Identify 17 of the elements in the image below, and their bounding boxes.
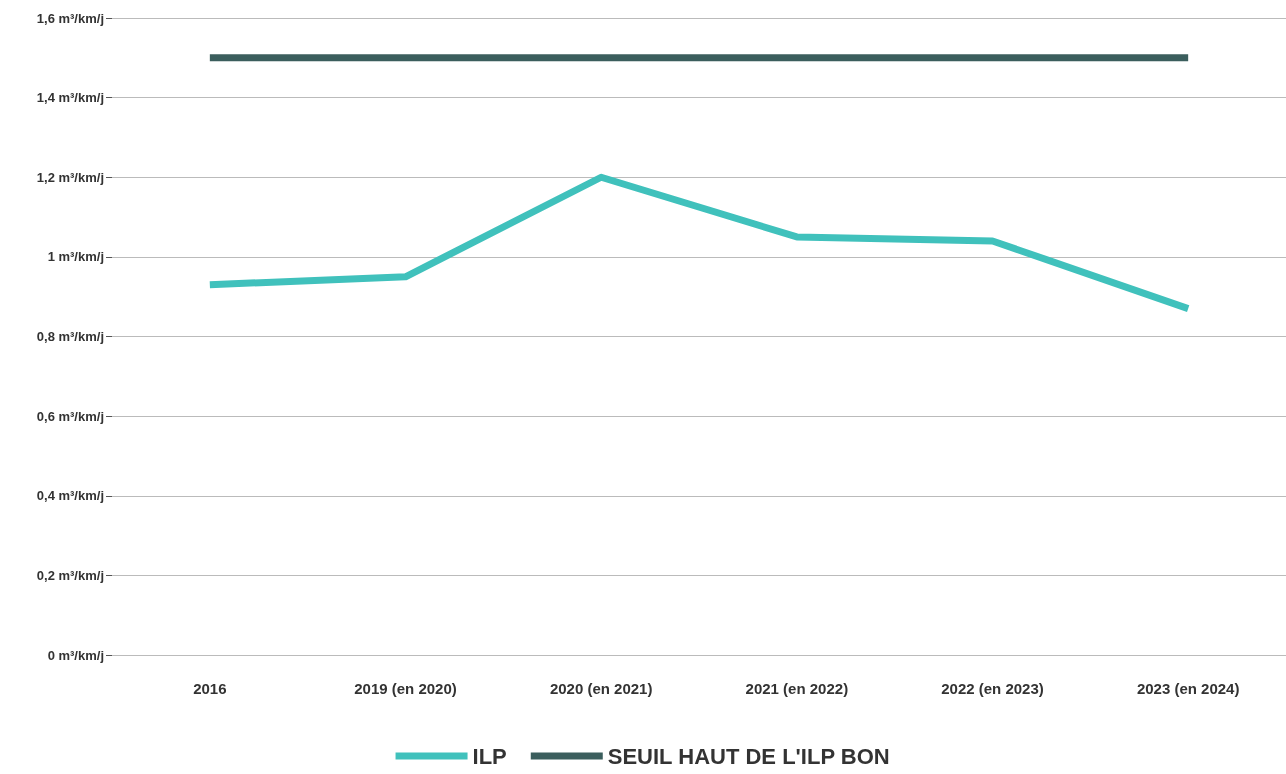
x-tick-label: 2016 (193, 680, 227, 697)
x-tick-label: 2021 (en 2022) (745, 680, 849, 697)
x-tick-label: 2020 (en 2021) (549, 680, 653, 697)
y-tick-label: 1 m³/km/j (47, 249, 104, 265)
x-tick-label: 2019 (en 2020) (354, 680, 457, 697)
y-tick-label: 0,4 m³/km/j (36, 488, 104, 504)
y-tick-label: 0,8 m³/km/j (36, 329, 104, 344)
x-tick-label: 2023 (en 2024) (1136, 680, 1240, 697)
y-tick-label: 1,4 m³/km/j (36, 90, 104, 106)
y-tick-label: 1,6 m³/km/j (36, 10, 104, 26)
legend-label: ILP (472, 743, 507, 769)
y-tick-label: 1,2 m³/km/j (36, 169, 104, 185)
legend-label: SEUIL HAUT DE L'ILP BON (607, 743, 890, 769)
y-tick-label: 0 m³/km/j (47, 647, 104, 663)
x-tick-label: 2022 (en 2023) (941, 680, 1044, 697)
y-tick-label: 0,6 m³/km/j (36, 408, 104, 424)
y-tick-label: 0,2 m³/km/j (36, 567, 104, 583)
